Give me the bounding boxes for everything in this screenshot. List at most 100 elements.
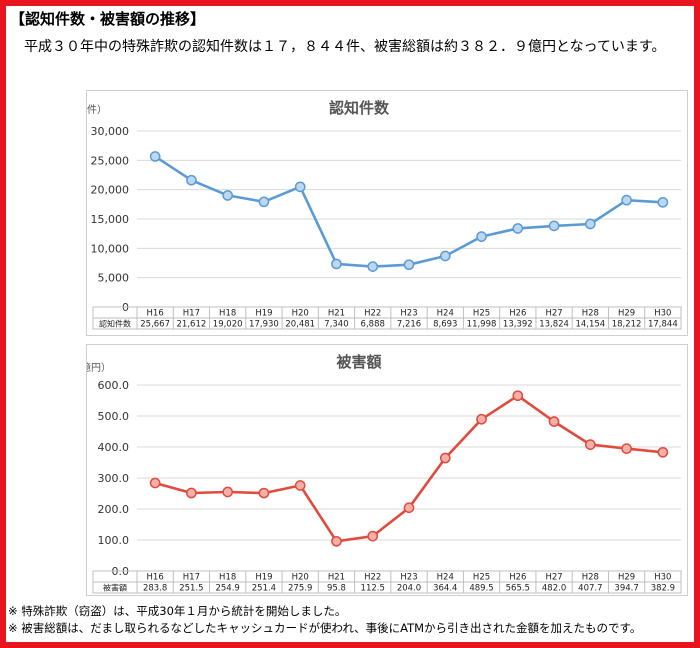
footnote-2: ※ 被害総額は、だまし取られるなどしたキャッシュカードが使われ、事後にATMから… [8, 621, 642, 635]
x-tick-label: H29 [618, 573, 635, 583]
data-value-label: 407.7 [578, 584, 602, 594]
footnotes: ※ 特殊詐欺（窃盗）は、平成30年１月から統計を開始しました。 ※ 被害総額は、… [8, 603, 641, 637]
x-tick-label: H22 [364, 309, 381, 319]
data-value-label: 11,998 [467, 320, 497, 330]
x-tick-label: H21 [328, 309, 345, 319]
x-tick-label: H18 [219, 573, 236, 583]
data-point [294, 181, 306, 193]
y-tick-label: 5,000 [98, 272, 130, 285]
data-point [149, 151, 161, 162]
series-line [154, 155, 663, 268]
x-tick-label: H20 [292, 309, 309, 319]
x-tick-label: H21 [328, 573, 345, 583]
data-point [367, 261, 379, 272]
data-value-label: 25,667 [140, 320, 170, 330]
y-tick-label: 300.0 [98, 472, 130, 485]
data-point [403, 502, 415, 514]
x-tick-label: H18 [219, 309, 236, 319]
data-point [548, 220, 560, 232]
chart-title: 認知件数 [329, 99, 390, 117]
data-value-label: 489.5 [469, 584, 493, 594]
data-point [367, 530, 379, 542]
data-point [584, 439, 596, 450]
data-point [186, 487, 197, 499]
intro-paragraph: 平成３０年中の特殊詐欺の認知件数は１７，８４４件、被害総額は約３８２．９億円とな… [24, 39, 666, 55]
data-value-label: 13,392 [503, 320, 533, 330]
x-tick-label: H28 [582, 573, 599, 583]
footnote-1: ※ 特殊詐欺（窃盗）は、平成30年１月から統計を開始しました。 [8, 604, 347, 618]
data-point [149, 477, 161, 489]
data-value-label: 251.4 [252, 584, 276, 594]
data-value-label: 251.5 [179, 584, 203, 594]
x-tick-label: H22 [364, 573, 381, 583]
y-unit-label: （件） [87, 104, 107, 116]
y-tick-label: 10,000 [91, 242, 130, 255]
series-line [154, 394, 664, 543]
x-tick-label: H28 [582, 309, 599, 319]
data-value-label: 275.9 [288, 584, 312, 594]
x-tick-label: H24 [437, 573, 454, 583]
data-point [657, 446, 669, 458]
data-value-label: 394.7 [614, 584, 638, 594]
x-tick-label: H26 [509, 309, 526, 319]
data-value-label: 6,888 [361, 320, 385, 330]
data-value-label: 95.8 [327, 584, 346, 594]
x-tick-label: H29 [618, 309, 635, 319]
data-value-label: 7,340 [324, 320, 348, 330]
data-value-label: 20,481 [285, 320, 315, 330]
y-tick-label: 500.0 [98, 410, 130, 423]
y-tick-label: 100.0 [98, 534, 130, 547]
data-point [294, 480, 306, 491]
y-tick-label: 200.0 [98, 503, 130, 516]
data-point [331, 258, 342, 270]
chart-panel-cases: 認知件数（件）05,00010,00015,00020,00025,00030,… [86, 90, 688, 336]
data-value-label: 204.0 [397, 584, 421, 594]
chart-panel-damage: 被害額（億円）0.0100.0200.0300.0400.0500.0600.0… [86, 344, 688, 596]
data-point [657, 196, 669, 208]
x-tick-label: H20 [292, 573, 309, 583]
x-tick-label: H23 [400, 309, 417, 319]
cases-chart: 認知件数（件）05,00010,00015,00020,00025,00030,… [87, 99, 682, 330]
data-value-label: 17,844 [648, 320, 678, 330]
data-point [258, 487, 270, 499]
x-tick-label: H27 [545, 309, 562, 319]
table-row-label: 被害額 [103, 583, 127, 593]
x-tick-label: H17 [183, 573, 200, 583]
data-value-label: 283.8 [143, 584, 167, 594]
data-value-label: 565.5 [506, 584, 530, 594]
y-tick-label: 15,000 [91, 213, 130, 226]
y-tick-label: 25,000 [91, 154, 130, 167]
data-point [476, 413, 487, 425]
x-tick-label: H27 [545, 573, 562, 583]
data-value-label: 482.0 [542, 584, 566, 594]
section-heading: 【認知件数・被害額の推移】 [10, 10, 206, 28]
data-value-label: 14,154 [575, 320, 605, 330]
data-point [331, 535, 342, 547]
data-value-label: 8,693 [433, 320, 457, 330]
data-point [512, 390, 524, 402]
y-unit-label: （億円） [87, 361, 111, 374]
data-point [476, 231, 487, 242]
y-tick-label: 20,000 [91, 184, 130, 197]
data-value-label: 19,020 [213, 320, 243, 330]
data-value-label: 364.4 [433, 584, 457, 594]
data-point [258, 196, 270, 208]
data-value-label: 382.9 [651, 584, 675, 594]
x-tick-label: H24 [437, 309, 454, 319]
data-value-label: 7,216 [397, 320, 421, 330]
data-value-label: 21,612 [177, 320, 207, 330]
data-point [186, 174, 197, 186]
x-tick-label: H30 [654, 309, 671, 319]
data-point [584, 218, 596, 230]
y-tick-label: 600.0 [98, 379, 130, 392]
data-value-label: 112.5 [361, 584, 385, 594]
data-point [222, 486, 234, 498]
x-tick-label: H16 [147, 573, 164, 583]
data-point [403, 259, 415, 271]
chart-title: 被害額 [336, 353, 381, 371]
x-tick-label: H19 [255, 573, 272, 583]
data-value-label: 254.9 [215, 584, 239, 594]
x-tick-label: H26 [509, 573, 526, 583]
x-tick-label: H30 [654, 573, 671, 583]
